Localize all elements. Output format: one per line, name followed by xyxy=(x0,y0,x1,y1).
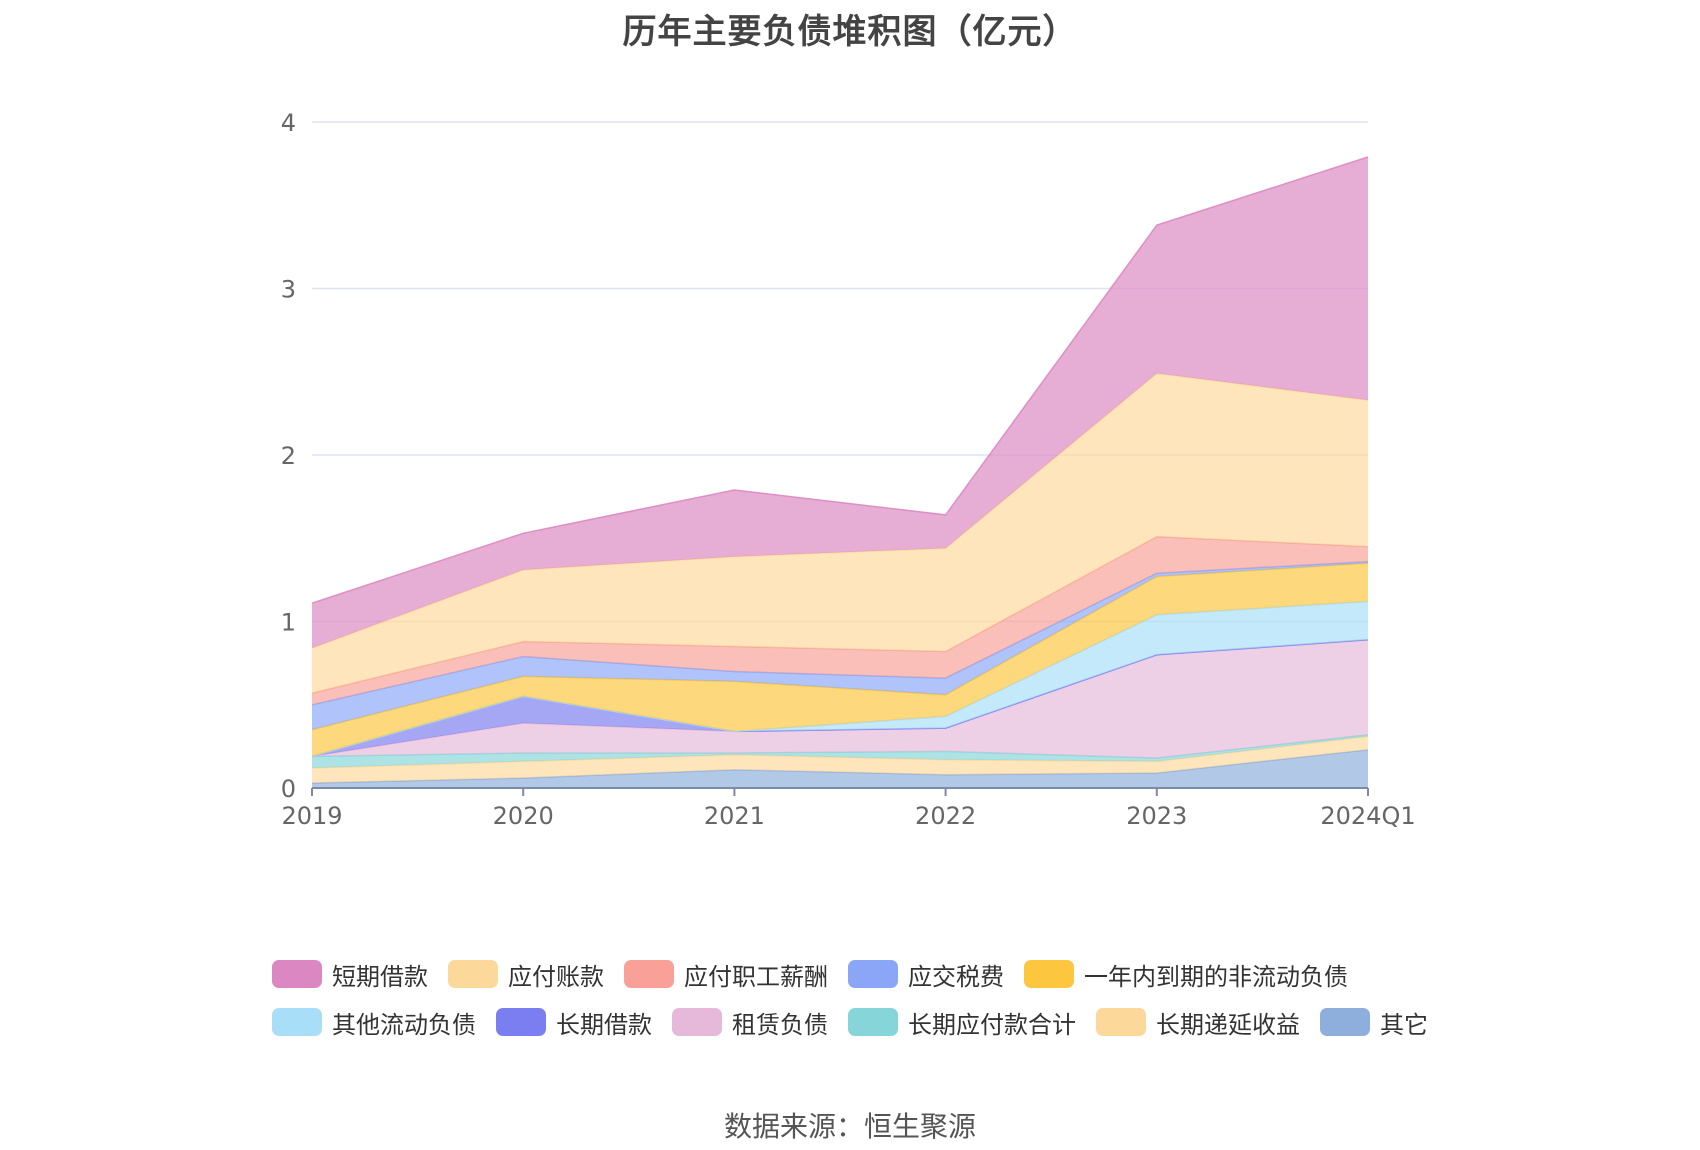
legend-label: 应付职工薪酬 xyxy=(684,962,828,991)
legend-label: 一年内到期的非流动负债 xyxy=(1084,962,1348,991)
legend-row: 其他流动负债 长期借款 租赁负债 长期应付款合计 长期递延收益 其它 xyxy=(272,998,1512,1046)
y-tick-label: 3 xyxy=(281,276,296,304)
area-series-7 xyxy=(312,561,1368,730)
area-series-9 xyxy=(312,373,1368,694)
area-series-4 xyxy=(312,639,1368,757)
legend-swatch xyxy=(272,1008,322,1036)
legend-swatch xyxy=(272,960,322,988)
legend-item[interactable]: 应付职工薪酬 xyxy=(624,957,828,992)
legend-item[interactable]: 一年内到期的非流动负债 xyxy=(1024,957,1348,992)
area-series-10 xyxy=(312,157,1368,649)
y-tick-label: 2 xyxy=(281,442,296,470)
legend-label: 应付账款 xyxy=(508,962,604,991)
y-tick-label: 4 xyxy=(281,109,296,137)
area-series-0 xyxy=(312,749,1368,788)
legend-swatch xyxy=(1320,1008,1370,1036)
legend-label: 长期递延收益 xyxy=(1156,1010,1300,1039)
legend-label: 短期借款 xyxy=(332,962,428,991)
legend-label: 应交税费 xyxy=(908,962,1004,991)
legend-item[interactable]: 其它 xyxy=(1320,1005,1428,1040)
y-tick-label: 0 xyxy=(281,775,296,803)
legend-row: 短期借款 应付账款 应付职工薪酬 应交税费 一年内到期的非流动负债 xyxy=(272,950,1512,998)
legend-swatch xyxy=(1024,960,1074,988)
x-tick-label: 2019 xyxy=(281,802,342,830)
x-tick-label: 2022 xyxy=(915,802,976,830)
area-series-edge-10 xyxy=(311,156,1369,604)
legend-swatch xyxy=(496,1008,546,1036)
axis-layer: 0 1 2 3 4 2019 2020 2021 2022 2023 2024Q1 xyxy=(281,109,1416,830)
legend-swatch xyxy=(1096,1008,1146,1036)
legend-item[interactable]: 短期借款 xyxy=(272,957,428,992)
legend-label: 长期应付款合计 xyxy=(908,1010,1076,1039)
legend-swatch xyxy=(624,960,674,988)
legend-item[interactable]: 应付账款 xyxy=(448,957,604,992)
area-series-8 xyxy=(312,536,1368,705)
legend-item[interactable]: 应交税费 xyxy=(848,957,1004,992)
x-tick-label: 2021 xyxy=(704,802,765,830)
legend-item[interactable]: 长期应付款合计 xyxy=(848,1005,1076,1040)
stacked-area-chart: 0 1 2 3 4 2019 2020 2021 2022 2023 2024Q1 xyxy=(281,109,1416,830)
area-series-6 xyxy=(312,563,1368,757)
legend-swatch xyxy=(848,960,898,988)
legend-label: 长期借款 xyxy=(556,1010,652,1039)
data-source-note: 数据来源：恒生聚源 xyxy=(723,1110,976,1143)
x-tick-label: 2023 xyxy=(1126,802,1187,830)
y-tick-label: 1 xyxy=(281,609,296,637)
legend-swatch xyxy=(448,960,498,988)
area-series-2 xyxy=(312,734,1368,768)
legend-label: 其它 xyxy=(1380,1010,1428,1039)
legend-label: 其他流动负债 xyxy=(332,1010,476,1039)
legend-swatch xyxy=(848,1008,898,1036)
x-tick-label: 2020 xyxy=(493,802,554,830)
legend-item[interactable]: 其他流动负债 xyxy=(272,1005,476,1040)
x-tick-label: 2024Q1 xyxy=(1320,802,1415,830)
legend-label: 租赁负债 xyxy=(732,1010,828,1039)
legend-item[interactable]: 长期借款 xyxy=(496,1005,652,1040)
area-layer xyxy=(311,156,1369,788)
area-series-3 xyxy=(312,639,1368,758)
area-series-1 xyxy=(312,736,1368,783)
chart-title: 历年主要负债堆积图（亿元） xyxy=(622,12,1078,52)
legend-item[interactable]: 租赁负债 xyxy=(672,1005,828,1040)
legend: 短期借款 应付账款 应付职工薪酬 应交税费 一年内到期的非流动负债 其他流动负债 长期借款… xyxy=(272,950,1512,1046)
legend-swatch xyxy=(672,1008,722,1036)
legend-item[interactable]: 长期递延收益 xyxy=(1096,1005,1300,1040)
